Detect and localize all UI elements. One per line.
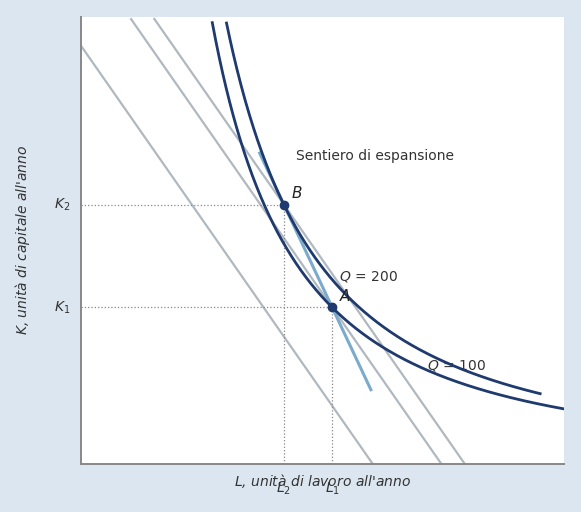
- Text: $A$: $A$: [339, 288, 352, 304]
- Text: Sentiero di espansione: Sentiero di espansione: [296, 149, 454, 163]
- Text: $K_1$: $K_1$: [53, 299, 70, 315]
- Text: $K_2$: $K_2$: [53, 196, 70, 212]
- Text: $Q$ = 200: $Q$ = 200: [339, 269, 398, 284]
- Y-axis label: $K$, unità di capitale all'anno: $K$, unità di capitale all'anno: [13, 145, 33, 335]
- Text: $L_2$: $L_2$: [277, 481, 291, 497]
- Text: $L_1$: $L_1$: [325, 481, 340, 497]
- X-axis label: $L$, unità di lavoro all'anno: $L$, unità di lavoro all'anno: [234, 472, 411, 490]
- Text: $B$: $B$: [291, 185, 303, 201]
- Text: $Q$ = 100: $Q$ = 100: [426, 358, 485, 373]
